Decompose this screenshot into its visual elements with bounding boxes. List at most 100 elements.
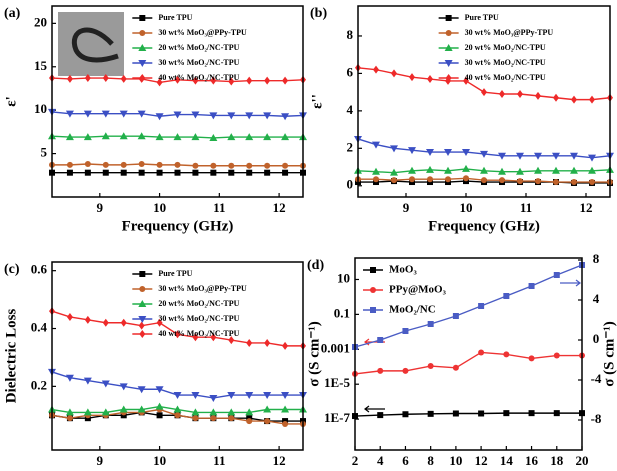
marker — [84, 315, 91, 324]
y-tick-label: 5 — [41, 145, 48, 160]
legend-label: 20 wt% MoO₂/NC-TPU — [158, 299, 239, 308]
marker — [137, 110, 146, 118]
marker — [119, 383, 128, 391]
marker — [444, 149, 452, 157]
y-axis-label: Dielectric Loss — [3, 309, 19, 404]
marker — [445, 176, 451, 183]
panel-label: (c) — [4, 262, 20, 277]
marker — [120, 74, 127, 83]
marker — [246, 338, 253, 347]
marker — [589, 95, 595, 104]
marker — [281, 392, 290, 400]
marker — [120, 169, 127, 176]
x-tick-label: 10 — [449, 453, 462, 468]
marker — [192, 333, 199, 342]
marker — [83, 408, 92, 416]
x-tick-label: 12 — [475, 453, 488, 468]
marker — [282, 341, 289, 350]
marker — [377, 337, 384, 343]
marker — [84, 161, 91, 168]
marker — [499, 177, 505, 184]
marker — [155, 386, 164, 394]
marker — [391, 69, 397, 78]
legend-marker — [138, 316, 147, 323]
x-tick-label: 11 — [520, 200, 532, 215]
x-tick-label: 9 — [97, 453, 104, 468]
marker — [570, 166, 578, 174]
x-tick-label: 14 — [500, 453, 514, 468]
x-tick-label: 10 — [460, 200, 473, 215]
inset-photo — [58, 12, 124, 76]
y-tick-label: 10 — [337, 270, 350, 285]
x-axis-label: Frequency (GHz) — [428, 218, 540, 234]
legend-label: 30 wt% MoO₃@PPy-TPU — [465, 28, 554, 37]
marker — [503, 351, 510, 358]
legend-marker — [445, 74, 452, 82]
marker — [192, 162, 199, 169]
marker — [535, 91, 541, 100]
marker — [452, 313, 459, 319]
marker — [503, 293, 510, 299]
marker — [516, 167, 524, 175]
legend-label: Pure TPU — [158, 269, 192, 278]
marker — [209, 394, 218, 402]
x-tick-label: 18 — [550, 453, 564, 468]
x-tick-label: 10 — [153, 453, 166, 468]
y2-tick-label: 0 — [593, 331, 600, 346]
marker — [83, 133, 92, 141]
marker — [481, 88, 487, 97]
y2-axis-label: σ (S cm⁻¹) — [601, 321, 617, 387]
y-tick-label: 4 — [347, 102, 354, 117]
y-tick-label: 20 — [34, 14, 47, 29]
marker — [155, 402, 164, 410]
marker — [192, 169, 199, 176]
marker — [228, 415, 235, 422]
legend-marker — [445, 15, 452, 21]
marker — [155, 133, 164, 141]
marker — [174, 161, 181, 168]
marker — [137, 405, 146, 413]
y-tick-label: 1E-7 — [324, 410, 351, 425]
marker — [552, 166, 560, 174]
panel-label: (a) — [4, 6, 21, 21]
marker — [263, 392, 272, 400]
legend-marker — [138, 44, 147, 51]
marker — [66, 161, 73, 168]
marker — [209, 112, 218, 120]
legend-label: 20 wt% MoO₂/NC-TPU — [158, 43, 239, 52]
marker — [553, 179, 559, 186]
marker — [373, 65, 379, 74]
x-tick-label: 16 — [525, 453, 539, 468]
legend-label: Pure TPU — [465, 13, 499, 22]
legend-marker — [139, 286, 146, 292]
y-tick-label: 0.001 — [321, 340, 350, 355]
x-tick-label: 12 — [273, 453, 286, 468]
marker — [553, 272, 560, 278]
marker — [246, 76, 253, 85]
y-tick-label: 0.2 — [31, 377, 47, 392]
x-tick-label: 9 — [403, 200, 410, 215]
marker — [246, 162, 253, 169]
marker — [480, 150, 488, 158]
marker — [156, 161, 163, 168]
marker — [478, 410, 485, 417]
plot-frame — [354, 257, 583, 451]
series-line — [354, 412, 582, 417]
marker — [444, 166, 452, 174]
legend-label: 30 wt% MoO₂/NC-TPU — [465, 58, 546, 67]
marker — [553, 352, 560, 359]
series-line — [354, 351, 582, 375]
marker — [227, 112, 236, 120]
marker — [390, 145, 398, 153]
marker — [228, 336, 235, 345]
y-tick-label: 10 — [34, 101, 47, 116]
marker — [499, 90, 505, 99]
x-tick-label: 10 — [153, 200, 166, 215]
plot-frame — [51, 261, 304, 451]
y-tick-label: 0 — [347, 177, 354, 192]
marker — [589, 179, 595, 186]
series-line — [354, 264, 583, 348]
marker — [209, 133, 218, 141]
marker — [156, 318, 163, 327]
marker — [138, 321, 145, 330]
